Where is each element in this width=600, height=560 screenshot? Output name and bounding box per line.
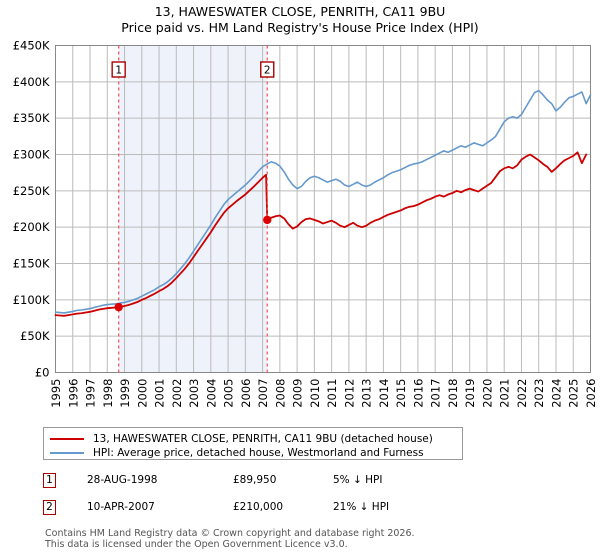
legend-item-hpi: HPI: Average price, detached house, West…	[50, 446, 456, 459]
x-tick-label: 2021	[498, 379, 512, 408]
x-tick-label: 2004	[204, 379, 218, 408]
hpi-series-line	[54, 89, 592, 314]
x-tick-label: 2007	[256, 379, 270, 408]
footer-line-copyright: Contains HM Land Registry data © Crown c…	[45, 528, 415, 539]
property-series-line	[54, 151, 588, 317]
plot-frame	[55, 45, 591, 373]
y-tick-label: £250K	[13, 184, 50, 198]
x-tick-label: 2016	[411, 379, 425, 408]
x-tick-label: 2005	[222, 379, 236, 408]
x-tick-label: 2006	[239, 379, 253, 408]
chart-legend: 13, HAWESWATER CLOSE, PENRITH, CA11 9BU …	[43, 427, 463, 460]
y-tick-label: £200K	[13, 220, 50, 234]
sales-table: 1 28-AUG-1998 £89,950 5% ↓ HPI 2 10-APR-…	[43, 470, 563, 524]
sale-index-badge-1: 1	[43, 473, 56, 488]
title-secondary: Price paid vs. HM Land Registry's House …	[121, 20, 479, 35]
sale-index-badge-2: 2	[43, 500, 56, 515]
y-tick-label: £450K	[13, 39, 50, 53]
sale-marker-badge[interactable]	[111, 61, 126, 78]
ownership-span-shading	[118, 45, 268, 373]
x-tick-label: 2020	[480, 379, 494, 408]
x-tick-label: 2013	[360, 379, 374, 408]
sale-marker-badge[interactable]	[260, 61, 275, 78]
x-tick-label: 1996	[66, 379, 80, 408]
x-tick-label: 2023	[532, 379, 546, 408]
x-tick-label: 1995	[49, 379, 63, 408]
sale-marker-badge-label: 2	[264, 65, 271, 77]
table-row: 2 10-APR-2007 £210,000 21% ↓ HPI	[43, 497, 563, 524]
footer-line-licence: This data is licensed under the Open Gov…	[45, 539, 348, 550]
legend-swatch-hpi	[50, 451, 84, 454]
x-tick-label: 2002	[170, 379, 184, 408]
sale-hpi-delta-1: 5% ↓ HPI	[333, 474, 383, 486]
x-tick-label: 2022	[515, 379, 529, 408]
x-tick-label: 2025	[567, 379, 581, 408]
x-tick-label: 2017	[429, 379, 443, 408]
attribution-footer: Contains HM Land Registry data © Crown c…	[45, 528, 585, 550]
x-tick-label: 2024	[549, 379, 563, 408]
sale-date-1: 28-AUG-1998	[87, 474, 158, 486]
x-tick-label: 1997	[84, 379, 98, 408]
x-tick-label: 2014	[377, 379, 391, 408]
sale-price-1: £89,950	[233, 474, 277, 486]
x-tick-label: 2018	[446, 379, 460, 408]
x-tick-label: 2009	[291, 379, 305, 408]
table-row: 1 28-AUG-1998 £89,950 5% ↓ HPI	[43, 470, 563, 497]
page-title: 13, HAWESWATER CLOSE, PENRITH, CA11 9BU …	[0, 4, 600, 36]
x-tick-label: 2011	[325, 379, 339, 408]
x-tick-label: 2015	[394, 379, 408, 408]
x-tick-label: 2008	[273, 379, 287, 408]
sale-point-marker[interactable]	[114, 302, 123, 312]
sale-price-2: £210,000	[233, 501, 284, 513]
y-tick-label: £350K	[13, 111, 50, 125]
x-tick-label: 2019	[463, 379, 477, 408]
x-tick-label: 2000	[135, 379, 149, 408]
x-tick-label: 2010	[308, 379, 322, 408]
legend-label-hpi: HPI: Average price, detached house, West…	[93, 446, 424, 459]
legend-item-property: 13, HAWESWATER CLOSE, PENRITH, CA11 9BU …	[50, 432, 456, 445]
y-tick-label: £150K	[13, 257, 50, 271]
x-tick-label: 2001	[153, 379, 167, 408]
sale-date-2: 10-APR-2007	[87, 501, 155, 513]
sale-marker-badge-label: 1	[115, 65, 122, 77]
price-history-chart: £0 £50K £100K £150K £200K £250K £300K £350K £400…	[13, 39, 598, 408]
x-tick-label: 2026	[584, 379, 598, 408]
y-tick-label: £0	[35, 366, 50, 380]
y-tick-label: £100K	[13, 293, 50, 307]
sale-point-marker[interactable]	[263, 215, 272, 225]
title-primary: 13, HAWESWATER CLOSE, PENRITH, CA11 9BU	[154, 4, 446, 19]
y-tick-label: £50K	[20, 329, 50, 343]
x-tick-label: 2012	[342, 379, 356, 408]
chart-svg: £0 £50K £100K £150K £200K £250K £300K £350K £400…	[13, 39, 598, 408]
sale-hpi-delta-2: 21% ↓ HPI	[333, 501, 390, 513]
x-tick-label: 1999	[118, 379, 132, 408]
legend-label-property: 13, HAWESWATER CLOSE, PENRITH, CA11 9BU …	[93, 432, 433, 445]
y-tick-label: £300K	[13, 148, 50, 162]
x-tick-label: 1998	[101, 379, 115, 408]
legend-swatch-property	[50, 437, 84, 440]
x-tick-label: 2003	[187, 379, 201, 408]
y-tick-label: £400K	[13, 75, 50, 89]
